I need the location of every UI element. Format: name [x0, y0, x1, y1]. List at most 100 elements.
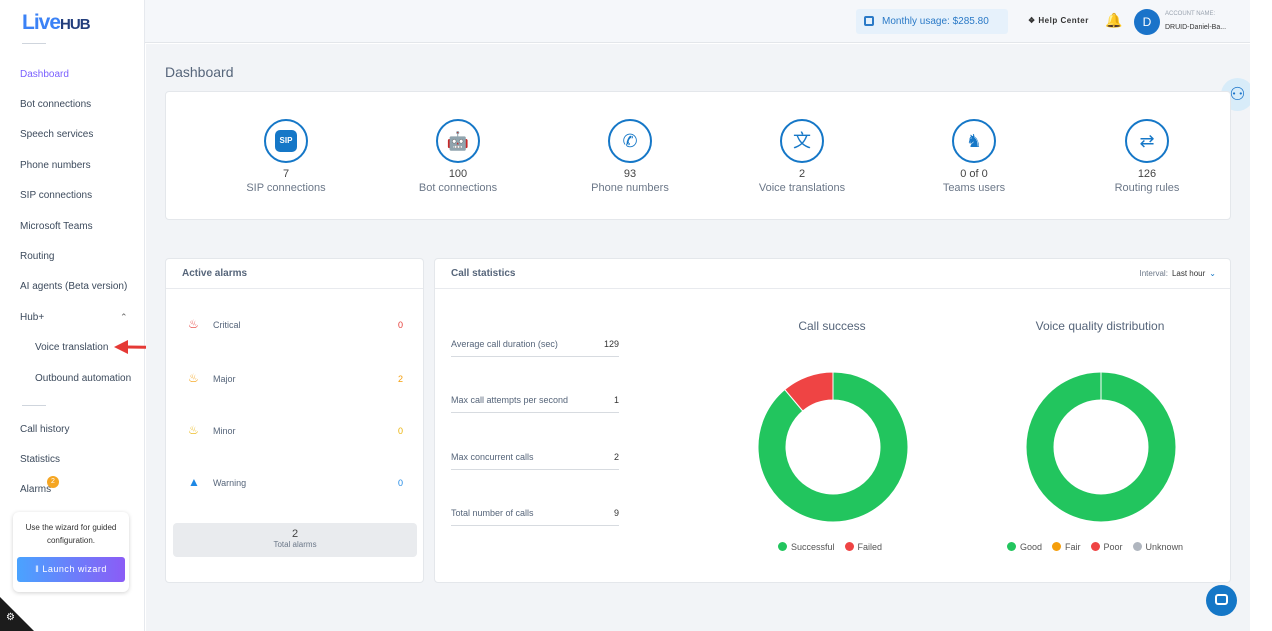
help-icon: ❖: [1028, 16, 1036, 25]
alarm-row-major[interactable]: ♨ Major 2: [188, 371, 408, 387]
alarm-row-critical[interactable]: ♨ Critical 0: [188, 317, 408, 333]
sidebar-item-sip-connections[interactable]: SIP connections: [20, 190, 93, 201]
legend-swatch: [1007, 542, 1016, 551]
help-center-link[interactable]: ❖ Help Center: [1028, 16, 1089, 25]
sidebar-item-speech-services[interactable]: Speech services: [20, 129, 94, 140]
page-title: Dashboard: [165, 64, 234, 80]
legend-label: Poor: [1103, 542, 1123, 552]
donut-slice-successful[interactable]: [757, 371, 909, 523]
voice-quality-title: Voice quality distribution: [1035, 319, 1165, 333]
wallet-icon: [864, 16, 874, 26]
stat-value: 1: [613, 395, 619, 405]
legend-item[interactable]: Poor: [1090, 542, 1123, 552]
summary-label: Bot connections: [418, 182, 498, 194]
voice-quality-donut: [1025, 371, 1177, 523]
alarm-row-warning[interactable]: ▲ Warning 0: [188, 475, 408, 491]
legend-item[interactable]: Successful: [778, 542, 835, 552]
usage-value: $285.80: [952, 16, 989, 27]
alarm-count: 2: [397, 374, 403, 384]
alarm-count: 0: [397, 320, 403, 330]
settings-corner[interactable]: [0, 597, 34, 631]
interval-dropdown[interactable]: Interval: Last hour ⌄: [1139, 269, 1216, 278]
routing-icon: ⇄: [1125, 119, 1169, 163]
donut-slice-good[interactable]: [1025, 371, 1177, 523]
chat-button[interactable]: [1206, 585, 1237, 616]
summary-tile-phone-numbers[interactable]: ✆ 93 Phone numbers: [555, 119, 705, 194]
alarm-bell-icon: ♨: [188, 317, 199, 331]
sidebar-item-call-history[interactable]: Call history: [20, 424, 70, 435]
legend-label: Failed: [857, 542, 883, 552]
summary-tile-sip-connections[interactable]: SIP 7 SIP connections: [211, 119, 361, 194]
legend-item[interactable]: Fair: [1052, 542, 1081, 552]
sidebar-item-ai-agents[interactable]: AI agents (Beta version): [20, 281, 128, 292]
stat-label: Max concurrent calls: [451, 452, 534, 462]
scrollbar-area[interactable]: [1250, 0, 1272, 631]
alarm-bell-icon: ♨: [188, 371, 199, 385]
avatar[interactable]: D: [1134, 9, 1160, 35]
alarm-label: Critical: [213, 320, 241, 330]
legend-swatch: [1132, 542, 1142, 551]
stat-label: Max call attempts per second: [451, 395, 569, 405]
summary-value: 100: [448, 168, 468, 180]
legend-label: Unknown: [1145, 542, 1184, 552]
wizard-card: Use the wizard for guided configuration.…: [13, 512, 129, 592]
summary-tile-teams-users[interactable]: ♞ 0 of 0 Teams users: [899, 119, 1049, 194]
sidebar-item-routing[interactable]: Routing: [20, 251, 55, 262]
sidebar-item-bot-connections[interactable]: Bot connections: [20, 99, 92, 110]
chevron-up-icon[interactable]: ⌃: [120, 312, 128, 322]
total-alarms-label: Total alarms: [273, 540, 317, 549]
waveform-icon: ‖: [35, 564, 40, 574]
legend-item[interactable]: Good: [1007, 542, 1042, 552]
stat-label: Total number of calls: [451, 508, 534, 518]
sidebar-item-microsoft-teams[interactable]: Microsoft Teams: [20, 221, 93, 232]
phone-icon: ✆: [608, 119, 652, 163]
launch-wizard-button[interactable]: ‖ Launch wizard: [17, 557, 125, 582]
interval-value: Last hour: [1171, 269, 1206, 278]
sidebar-item-dashboard[interactable]: Dashboard: [20, 69, 69, 80]
alarm-label: Warning: [213, 478, 247, 488]
legend-swatch: [844, 542, 854, 551]
stat-row: Max call attempts per second 1: [451, 387, 619, 413]
account-name[interactable]: DRUID-Daniel-Ba...: [1165, 24, 1227, 31]
summary-value: 7: [282, 168, 290, 180]
alarm-count: 0: [397, 426, 403, 436]
legend-label: Good: [1020, 542, 1043, 552]
monthly-usage-chip[interactable]: Monthly usage: $285.80: [856, 9, 1008, 34]
legend-item[interactable]: Failed: [844, 542, 883, 552]
legend-label: Successful: [791, 542, 835, 552]
main-content: Dashboard ⚇ SIP 7 SIP connections 🤖 100 Bot c…: [146, 44, 1254, 631]
call-statistics-title: Call statistics: [435, 259, 1230, 289]
summary-tile-bot-connections[interactable]: 🤖 100 Bot connections: [383, 119, 533, 194]
sidebar-item-voice-translation[interactable]: Voice translation: [35, 342, 109, 353]
sidebar-item-outbound-automation[interactable]: Outbound automation: [35, 373, 132, 384]
summary-tile-routing-rules[interactable]: ⇄ 126 Routing rules: [1072, 119, 1222, 194]
summary-tile-voice-translations[interactable]: 文 2 Voice translations: [727, 119, 877, 194]
sidebar-item-phone-numbers[interactable]: Phone numbers: [20, 160, 91, 171]
account-name-label: ACCOUNT NAME:: [1165, 11, 1216, 17]
alarm-row-minor[interactable]: ♨ Minor 0: [188, 423, 408, 439]
sidebar-item-alarms[interactable]: Alarms: [20, 484, 52, 495]
total-alarms: 2 Total alarms: [173, 523, 417, 557]
summary-label: Teams users: [942, 182, 1006, 194]
summary-value: 93: [623, 168, 637, 180]
summary-value: 2: [798, 168, 806, 180]
stat-value: 129: [603, 339, 619, 349]
summary-label: Routing rules: [1114, 182, 1180, 194]
donut-slice-failed[interactable]: [784, 371, 834, 412]
interval-label: Interval:: [1139, 269, 1168, 278]
bell-icon[interactable]: 🔔: [1105, 12, 1123, 28]
gear-icon[interactable]: ⚙: [6, 612, 15, 623]
sidebar-item-hub-plus[interactable]: Hub+: [20, 312, 45, 323]
legend-swatch: [1052, 542, 1062, 551]
alarm-count: 0: [397, 478, 403, 488]
summary-value: 0 of 0: [960, 168, 988, 180]
alarm-label: Minor: [213, 426, 236, 436]
alarm-bell-icon: ♨: [188, 423, 199, 437]
call-success-donut: [757, 371, 909, 523]
call-success-legend: Successful Failed: [778, 542, 892, 552]
sidebar: LiveHUB Dashboard Bot connections Speech s…: [0, 0, 145, 631]
legend-item[interactable]: Unknown: [1132, 542, 1184, 552]
sidebar-item-statistics[interactable]: Statistics: [20, 454, 61, 465]
summary-label: Voice translations: [758, 182, 846, 194]
active-alarms-card: Active alarms ♨ Critical 0 ♨ Major 2 ♨ Minor 0 ▲ W…: [165, 258, 424, 583]
